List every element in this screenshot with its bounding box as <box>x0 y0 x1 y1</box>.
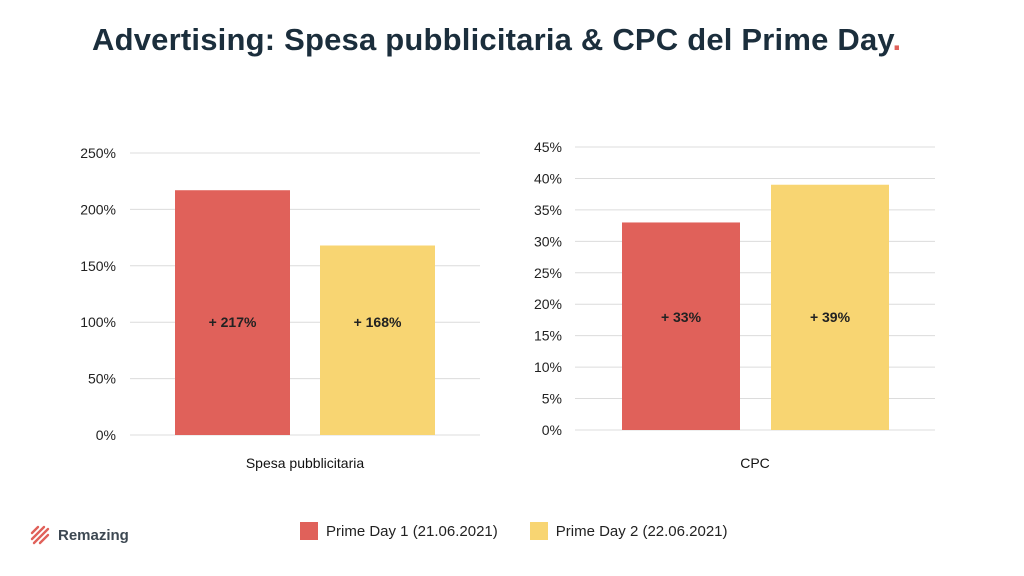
bar-series-2 <box>320 245 435 435</box>
y-tick-label: 15% <box>534 328 562 344</box>
legend: Prime Day 1 (21.06.2021) Prime Day 2 (22… <box>300 522 728 540</box>
x-axis-label: CPC <box>740 455 770 471</box>
y-tick-label: 45% <box>534 139 562 155</box>
y-tick-label: 35% <box>534 202 562 218</box>
page-title: Advertising: Spesa pubblicitaria & CPC d… <box>92 22 901 58</box>
chart-spesa-pubblicitaria: 0% 50% 100% 150% 200% 250% + 217% + 168% Spesa p… <box>80 145 480 471</box>
data-label-series-2: + 39% <box>810 309 851 325</box>
brand-logo: Remazing <box>30 525 129 545</box>
legend-item-prime-day-1: Prime Day 1 (21.06.2021) <box>300 522 498 540</box>
y-tick-label: 25% <box>534 265 562 281</box>
title-period: . <box>892 22 902 57</box>
y-tick-label: 200% <box>80 201 116 217</box>
bar-series-1 <box>175 190 290 435</box>
y-tick-label: 150% <box>80 258 116 274</box>
bar-series-1 <box>622 222 740 430</box>
legend-label-prime-day-2: Prime Day 2 (22.06.2021) <box>555 522 728 540</box>
legend-swatch-prime-day-2 <box>529 522 548 540</box>
y-tick-label: 100% <box>80 314 116 330</box>
legend-label-prime-day-1: Prime Day 1 (21.06.2021) <box>326 522 498 540</box>
y-tick-label: 20% <box>534 296 562 312</box>
y-tick-label: 10% <box>534 359 562 375</box>
bar-series-2 <box>771 184 889 430</box>
y-tick-label: 30% <box>534 233 562 249</box>
title-text: Advertising: Spesa pubblicitaria & CPC d… <box>92 22 893 57</box>
y-tick-label: 250% <box>80 145 116 161</box>
legend-item-prime-day-2: Prime Day 2 (22.06.2021) <box>529 522 728 540</box>
legend-swatch-prime-day-1 <box>300 522 318 540</box>
y-tick-label: 50% <box>88 371 116 387</box>
brand-name: Remazing <box>58 526 129 544</box>
chart-cpc: 0% 5% 10% 15% 20% 25% 30% 35% 40% 45% + 33% + 39% CP… <box>534 139 935 471</box>
data-label-series-1: + 217% <box>209 314 257 330</box>
data-label-series-1: + 33% <box>661 309 702 325</box>
y-tick-label: 5% <box>542 391 562 407</box>
remazing-stripes-logo-icon <box>30 525 50 545</box>
y-tick-label: 40% <box>534 170 562 186</box>
y-tick-label: 0% <box>542 422 562 438</box>
data-label-series-2: + 168% <box>354 314 402 330</box>
x-axis-label: Spesa pubblicitaria <box>246 455 365 471</box>
y-tick-label: 0% <box>96 427 116 443</box>
